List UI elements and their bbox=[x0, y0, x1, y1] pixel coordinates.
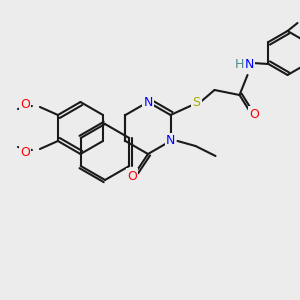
Text: N: N bbox=[143, 95, 153, 109]
Text: O: O bbox=[250, 107, 260, 121]
Text: N: N bbox=[166, 134, 175, 148]
Text: O: O bbox=[20, 146, 30, 158]
Text: S: S bbox=[193, 97, 200, 110]
Text: O: O bbox=[20, 98, 30, 110]
Text: O: O bbox=[127, 169, 137, 182]
Text: N: N bbox=[245, 58, 254, 71]
Text: H: H bbox=[235, 58, 244, 71]
